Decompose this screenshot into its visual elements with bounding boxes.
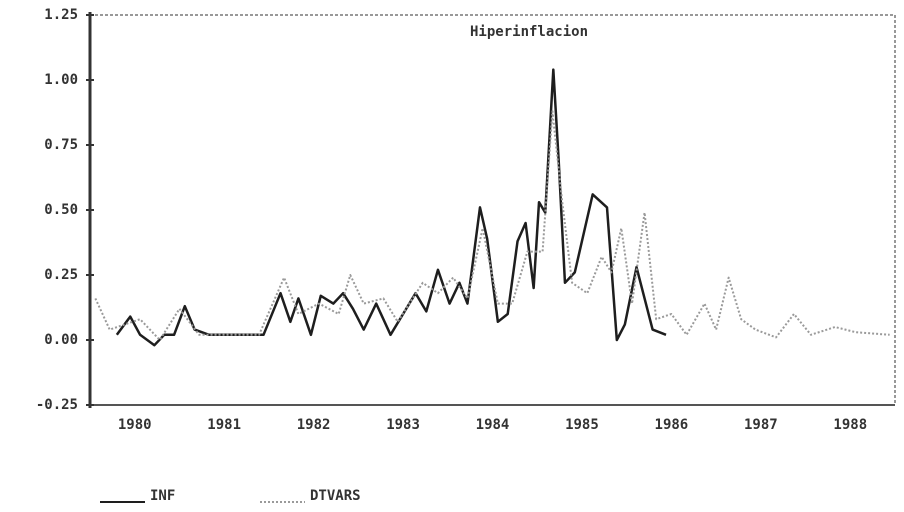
y-tick-label: 0.25	[44, 267, 78, 283]
y-tick-label: 0.50	[44, 202, 78, 218]
series-line	[94, 110, 890, 341]
y-tick-label: 0.00	[44, 332, 78, 348]
legend-label: DTVARS	[310, 488, 361, 504]
x-tick-label: 1983	[386, 417, 420, 433]
y-tick-label: 1.00	[44, 72, 78, 88]
x-tick-label: 1986	[655, 417, 689, 433]
y-tick-label: -0.25	[36, 397, 78, 413]
series-line	[115, 68, 667, 347]
legend-label: INF	[150, 488, 175, 504]
y-tick-label: 1.25	[44, 7, 78, 23]
x-tick-label: 1988	[833, 417, 867, 433]
x-tick-label: 1982	[297, 417, 331, 433]
x-tick-label: 1980	[118, 417, 152, 433]
y-tick-label: 0.75	[44, 137, 78, 153]
x-tick-label: 1984	[476, 417, 510, 433]
x-tick-label: 1981	[207, 417, 241, 433]
chart-title: Hiperinflacion	[470, 24, 588, 40]
plot-frame	[89, 14, 896, 406]
x-tick-label: 1985	[565, 417, 599, 433]
x-tick-label: 1987	[744, 417, 778, 433]
